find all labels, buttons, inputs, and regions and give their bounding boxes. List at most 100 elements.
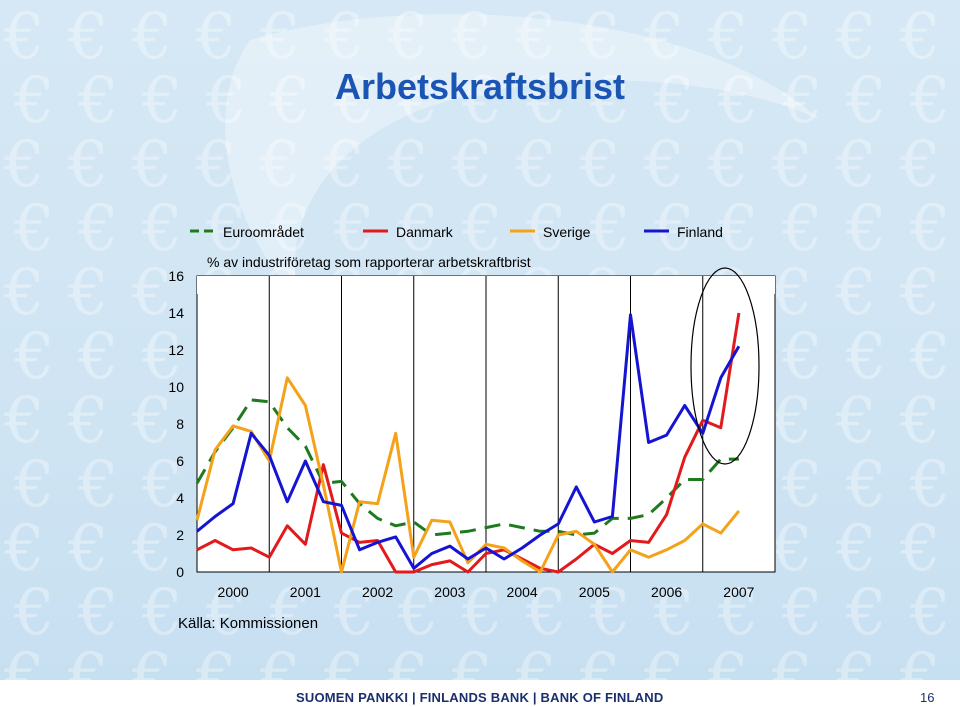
euro-glyph-decoration: € — [13, 64, 55, 138]
x-axis-ticks: 2000 2001 2002 2003 2004 2005 2006 2007 — [218, 584, 755, 600]
x-tick-label: 2000 — [218, 584, 249, 600]
euro-glyph-decoration: € — [835, 640, 877, 680]
euro-glyph-decoration: € — [909, 448, 951, 522]
euro-glyph-decoration: € — [525, 64, 567, 138]
x-tick-label: 2004 — [507, 584, 538, 600]
euro-glyph-decoration: € — [707, 0, 749, 74]
euro-glyph-decoration: € — [899, 512, 941, 586]
euro-glyph-decoration: € — [67, 128, 109, 202]
euro-glyph-decoration: € — [3, 512, 45, 586]
euro-glyph-decoration: € — [461, 64, 503, 138]
euro-glyph-decoration: € — [845, 64, 887, 138]
euro-glyph-decoration: € — [195, 640, 237, 680]
y-axis-ticks: 0 2 4 6 8 10 12 14 16 — [168, 268, 184, 580]
euro-glyph-decoration: € — [397, 192, 439, 266]
euro-glyph-decoration: € — [781, 320, 823, 394]
euro-glyph-decoration: € — [717, 576, 759, 650]
euro-glyph-decoration: € — [781, 192, 823, 266]
euro-glyph-decoration: € — [77, 576, 119, 650]
euro-glyph-decoration: € — [131, 0, 173, 74]
x-tick-label: 2007 — [723, 584, 754, 600]
euro-glyph-decoration: € — [397, 64, 439, 138]
euro-glyph-decoration: € — [515, 0, 557, 74]
euro-glyph-decoration: € — [461, 576, 503, 650]
euro-glyph-decoration: € — [899, 0, 941, 74]
euro-glyph-decoration: € — [771, 256, 813, 330]
euro-glyph-decoration: € — [323, 128, 365, 202]
euro-glyph-decoration: € — [525, 192, 567, 266]
euro-glyph-decoration: € — [643, 0, 685, 74]
legend-label: Sverige — [543, 224, 591, 240]
euro-glyph-decoration: € — [3, 0, 45, 74]
euro-glyph-decoration: € — [451, 0, 493, 74]
euro-glyph-decoration: € — [845, 320, 887, 394]
x-tick-label: 2002 — [362, 584, 393, 600]
euro-glyph-decoration: € — [141, 320, 183, 394]
euro-glyph-decoration: € — [643, 640, 685, 680]
euro-glyph-decoration: € — [717, 192, 759, 266]
euro-glyph-decoration: € — [909, 576, 951, 650]
y-tick-label: 2 — [176, 527, 184, 543]
euro-glyph-decoration: € — [259, 0, 301, 74]
euro-glyph-decoration: € — [13, 320, 55, 394]
euro-glyph-decoration: € — [67, 640, 109, 680]
euro-glyph-decoration: € — [67, 0, 109, 74]
euro-glyph-decoration: € — [589, 576, 631, 650]
euro-swoosh-decoration — [0, 0, 960, 680]
euro-glyph-decoration: € — [835, 256, 877, 330]
series-line-danmark — [196, 312, 741, 574]
euro-glyph-decoration: € — [67, 512, 109, 586]
euro-glyph-decoration: € — [323, 0, 365, 74]
euro-glyph-decoration: € — [3, 256, 45, 330]
y-tick-label: 8 — [176, 416, 184, 432]
euro-glyph-decoration: € — [269, 64, 311, 138]
euro-glyph-decoration: € — [899, 384, 941, 458]
euro-glyph-decoration: € — [333, 64, 375, 138]
euro-glyph-decoration: € — [3, 384, 45, 458]
euro-glyph-decoration: € — [141, 448, 183, 522]
euro-glyph-decoration: € — [781, 64, 823, 138]
euro-glyph-decoration: € — [771, 512, 813, 586]
euro-glyph-decoration: € — [141, 64, 183, 138]
euro-glyph-decoration: € — [13, 576, 55, 650]
source-note: Källa: Kommissionen — [178, 615, 319, 632]
x-tick-label: 2006 — [651, 584, 682, 600]
euro-glyph-decoration: € — [13, 448, 55, 522]
y-tick-label: 10 — [168, 379, 184, 395]
euro-glyph-decoration: € — [909, 192, 951, 266]
euro-glyph-decoration: € — [387, 640, 429, 680]
euro-glyph-decoration: € — [195, 128, 237, 202]
euro-glyph-decoration: € — [131, 640, 173, 680]
euro-glyph-decoration: € — [579, 640, 621, 680]
euro-glyph-decoration: € — [13, 192, 55, 266]
euro-glyph-decoration: € — [835, 384, 877, 458]
euro-glyph-decoration: € — [643, 128, 685, 202]
euro-glyph-decoration: € — [131, 128, 173, 202]
y-tick-label: 14 — [168, 305, 184, 321]
legend-label: Euroområdet — [223, 224, 304, 240]
euro-glyph-decoration: € — [909, 320, 951, 394]
y-tick-label: 16 — [168, 268, 184, 284]
euro-glyph-decoration: € — [899, 128, 941, 202]
euro-glyph-decoration: € — [515, 640, 557, 680]
euro-glyph-decoration: € — [579, 0, 621, 74]
euro-glyph-decoration: € — [589, 192, 631, 266]
slide-title: Arbetskraftsbrist — [334, 66, 626, 107]
x-tick-label: 2001 — [290, 584, 321, 600]
euro-glyph-decoration: € — [515, 128, 557, 202]
euro-glyph-decoration: € — [67, 256, 109, 330]
euro-glyph-decoration: € — [909, 64, 951, 138]
euro-glyph-decoration: € — [525, 576, 567, 650]
legend-label: Danmark — [396, 224, 454, 240]
euro-glyph-decoration: € — [589, 64, 631, 138]
series-line-finland — [196, 313, 741, 570]
euro-glyph-decoration: € — [333, 576, 375, 650]
y-tick-label: 4 — [176, 490, 184, 506]
legend-label: Finland — [677, 224, 723, 240]
euro-glyph-decoration: € — [835, 128, 877, 202]
euro-glyph-decoration: € — [3, 128, 45, 202]
euro-glyph-decoration: € — [387, 0, 429, 74]
x-tick-label: 2003 — [434, 584, 465, 600]
euro-glyph-decoration: € — [3, 640, 45, 680]
euro-glyph-decoration: € — [835, 0, 877, 74]
